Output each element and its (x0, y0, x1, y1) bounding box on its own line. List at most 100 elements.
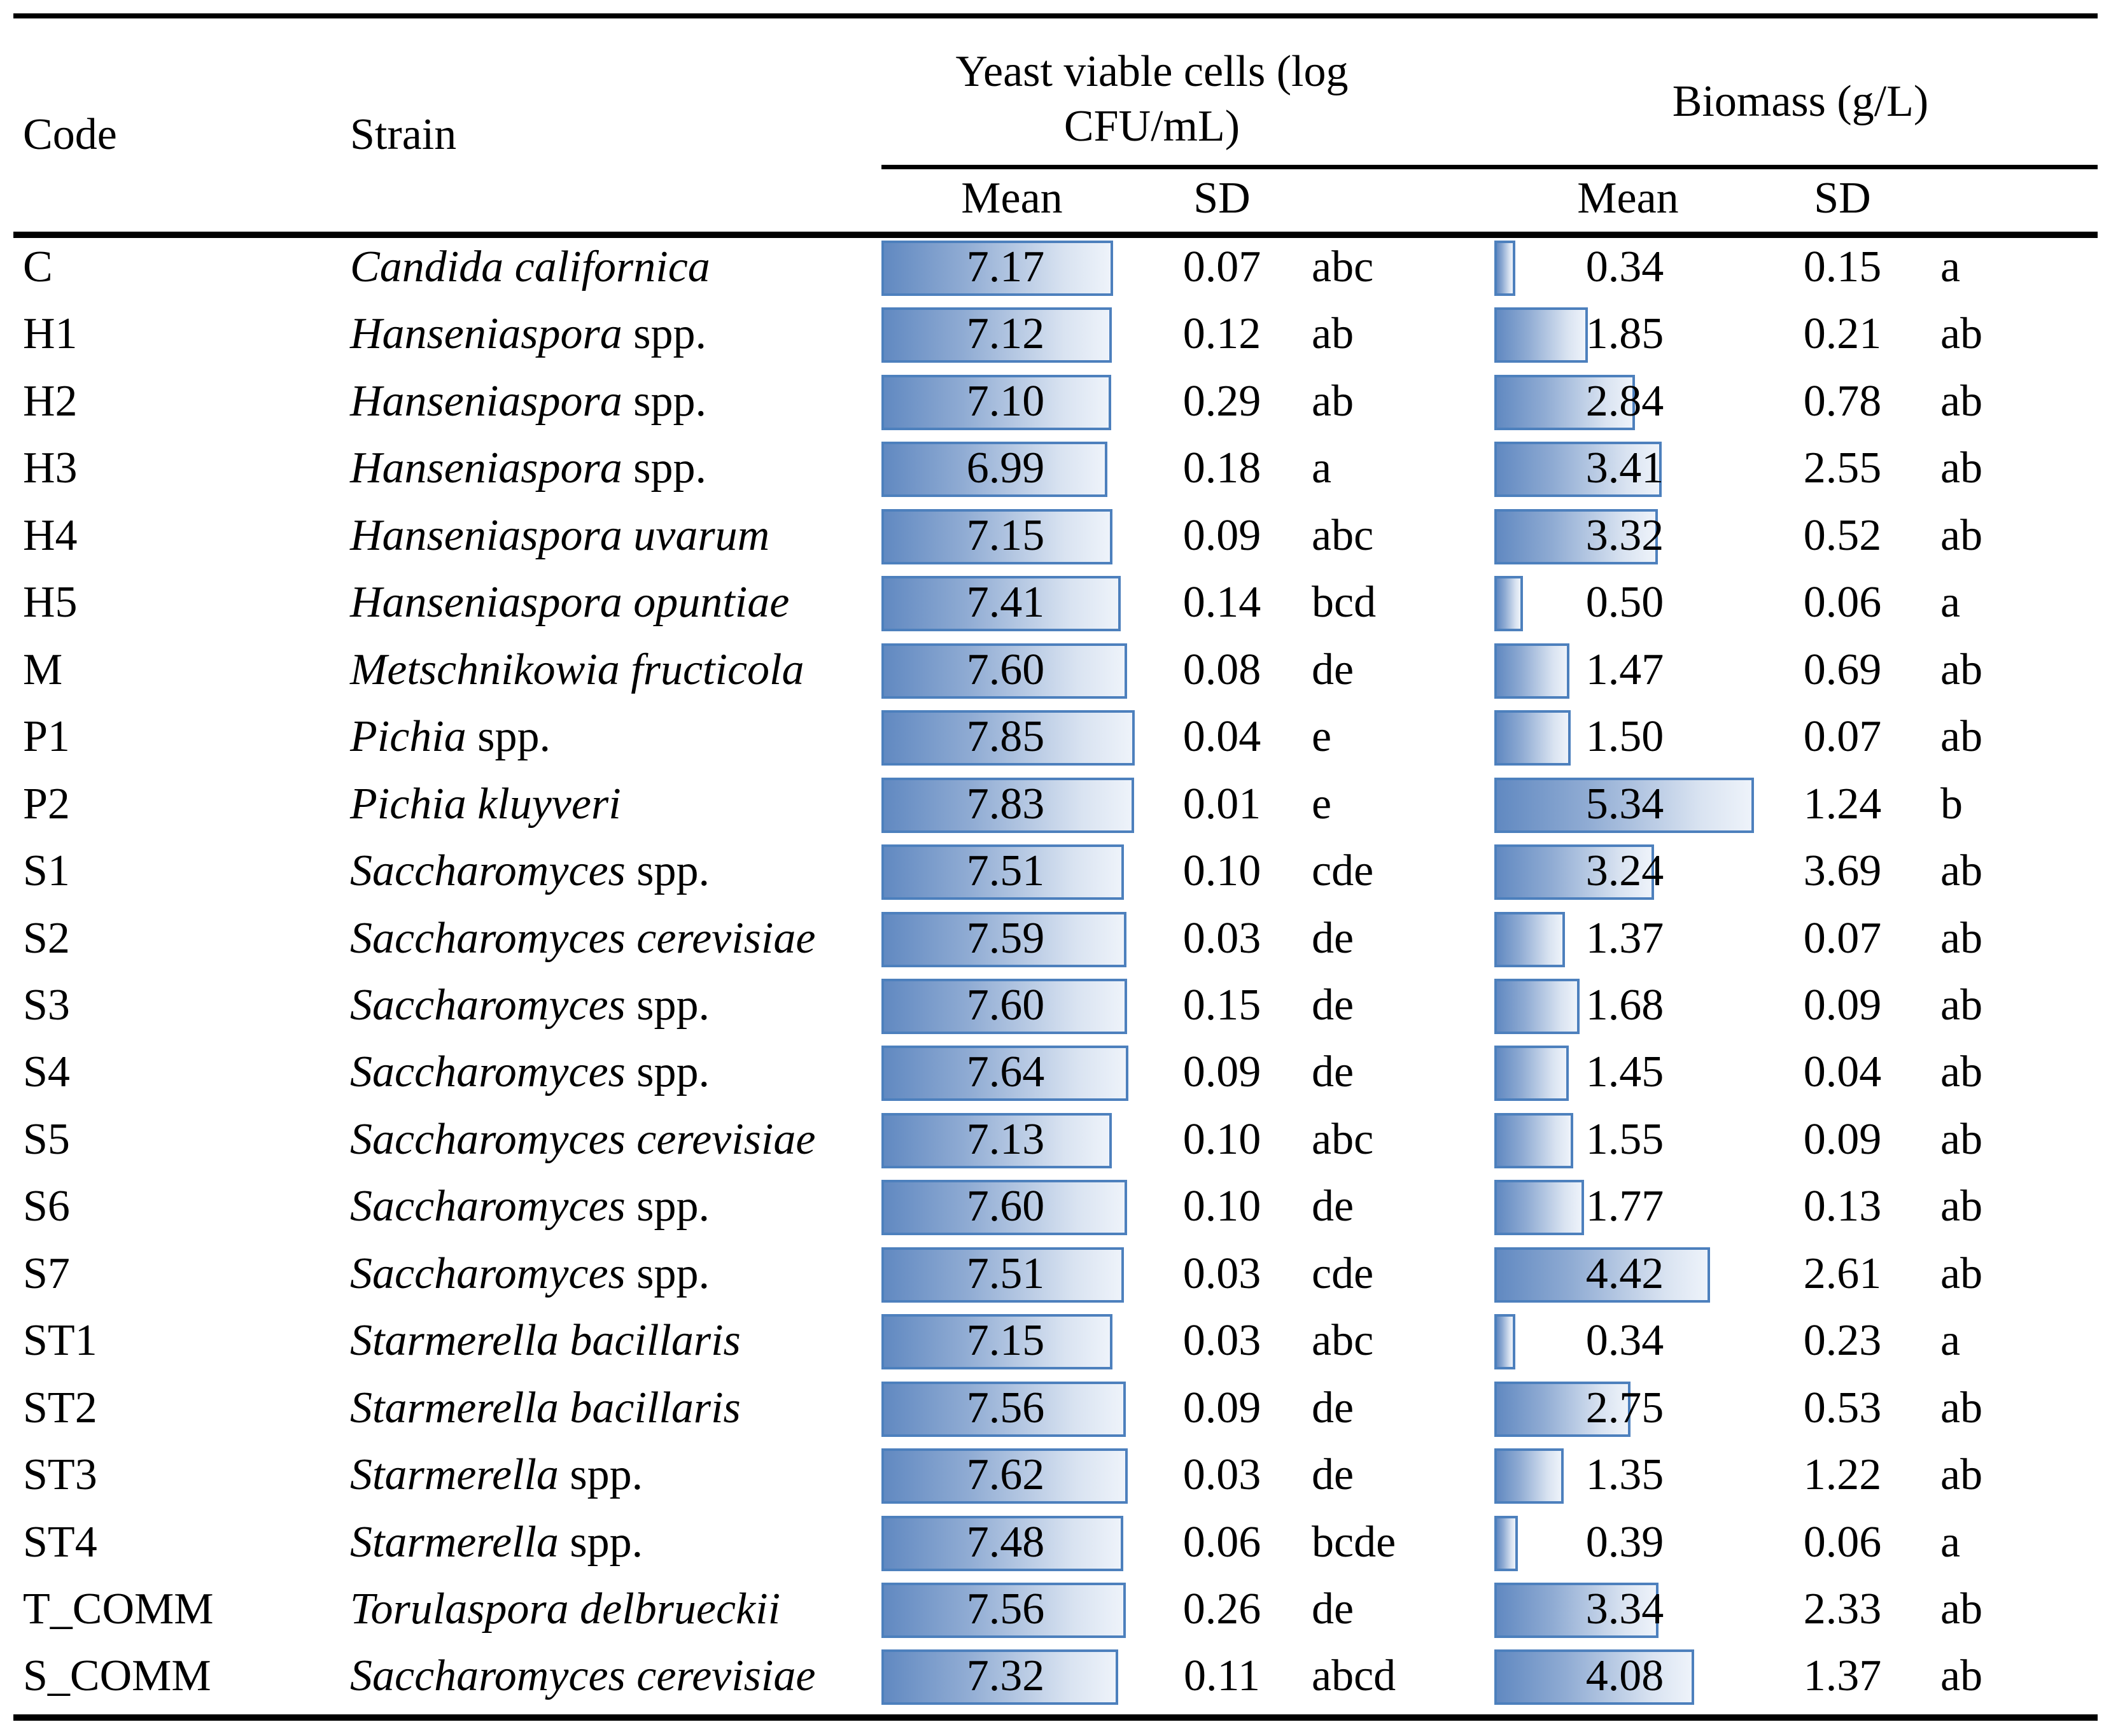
biomass-significance-letters: ab (1940, 1585, 1983, 1634)
biomass-significance-letters: ab (1940, 1249, 1983, 1298)
cfu-mean-value: 7.41 (966, 578, 1045, 627)
strain-cell: Starmerella bacillaris (350, 1380, 741, 1436)
biomass-mean-data-bar (1494, 912, 1565, 967)
table-row: P1 Pichia spp. 7.85 0.04 e 1.50 0.07 ab (0, 708, 2111, 774)
code-cell: H5 (23, 578, 78, 627)
cfu-mean-value: 7.15 (966, 1316, 1045, 1365)
strain-name-italic: Saccharomyces cerevisiae (350, 1115, 816, 1164)
cfu-sd-value: 0.09 (1182, 1383, 1261, 1432)
cfu-sd-value: 0.14 (1182, 578, 1261, 627)
strain-cell: Torulaspora delbrueckii (350, 1581, 780, 1637)
code-cell: M (23, 645, 63, 694)
cfu-sd-value: 0.10 (1182, 846, 1261, 895)
biomass-mean-value: 1.85 (1585, 309, 1664, 358)
biomass-sd-value: 0.23 (1803, 1316, 1882, 1365)
strain-name-suffix: spp. (622, 309, 707, 358)
biomass-mean-value: 4.42 (1585, 1249, 1664, 1298)
cfu-sd-value: 0.03 (1182, 1249, 1261, 1298)
cfu-sd-value: 0.08 (1182, 645, 1261, 694)
strain-name-italic: Saccharomyces (350, 981, 626, 1030)
strain-cell: Hanseniaspora uvarum (350, 508, 769, 564)
strain-cell: Hanseniaspora spp. (350, 306, 706, 362)
cfu-sd-value: 0.04 (1182, 712, 1261, 761)
cfu-significance-letters: cde (1312, 846, 1374, 895)
cfu-significance-letters: a (1312, 444, 1332, 493)
cfu-significance-letters: de (1312, 1450, 1354, 1499)
cfu-mean-data-bar (881, 778, 1134, 833)
biomass-sd-value: 0.13 (1803, 1182, 1882, 1231)
biomass-mean-data-bar (1494, 1448, 1564, 1504)
biomass-mean-value: 3.24 (1585, 846, 1664, 895)
cfu-significance-letters: abc (1312, 242, 1374, 291)
biomass-mean-data-bar (1494, 1382, 1631, 1437)
table-row: H2 Hanseniaspora spp. 7.10 0.29 ab 2.84 … (0, 372, 2111, 439)
strain-name-italic: Hanseniaspora uvarum (350, 511, 770, 560)
biomass-mean-value: 0.39 (1585, 1518, 1664, 1567)
strain-cell: Starmerella bacillaris (350, 1313, 741, 1369)
biomass-mean-data-bar (1494, 1516, 1518, 1571)
biomass-sd-value: 1.37 (1803, 1651, 1882, 1700)
strain-name-italic: Hanseniaspora (350, 377, 622, 426)
cfu-mean-data-bar (881, 1113, 1112, 1168)
cfu-mean-data-bar (881, 912, 1126, 967)
cfu-sd-value: 0.10 (1182, 1182, 1261, 1231)
cfu-mean-value: 7.51 (966, 846, 1045, 895)
strain-name-italic: Torulaspora delbrueckii (350, 1585, 781, 1634)
table-top-rule (13, 13, 2098, 18)
cfu-mean-data-bar (881, 1382, 1126, 1437)
biomass-sd-value: 2.61 (1803, 1249, 1882, 1298)
strain-name-suffix: spp. (558, 1450, 643, 1499)
cfu-sd-value: 0.15 (1182, 981, 1261, 1030)
biomass-significance-letters: ab (1940, 645, 1983, 694)
cfu-mean-value: 7.60 (966, 1182, 1045, 1231)
biomass-mean-data-bar (1494, 1046, 1569, 1101)
biomass-mean-value: 3.32 (1585, 511, 1664, 560)
cfu-sd-value: 0.06 (1182, 1518, 1261, 1567)
code-cell: P1 (23, 712, 70, 761)
cfu-significance-letters: de (1312, 1383, 1354, 1432)
column-header-cfu-sd: SD (1193, 174, 1251, 223)
cfu-mean-data-bar (881, 241, 1113, 296)
biomass-significance-letters: a (1940, 242, 1961, 291)
strain-name-suffix: spp. (558, 1518, 643, 1567)
table-row: H5 Hanseniaspora opuntiae 7.41 0.14 bcd … (0, 573, 2111, 640)
biomass-significance-letters: ab (1940, 981, 1983, 1030)
biomass-mean-data-bar (1494, 241, 1515, 296)
cfu-mean-value: 7.13 (966, 1115, 1045, 1164)
cfu-significance-letters: abc (1312, 1316, 1374, 1365)
strain-cell: Hanseniaspora spp. (350, 374, 706, 430)
cfu-significance-letters: abcd (1312, 1651, 1396, 1700)
cfu-mean-data-bar (881, 442, 1107, 497)
biomass-mean-data-bar (1494, 1180, 1584, 1235)
table-row: S3 Saccharomyces spp. 7.60 0.15 de 1.68 … (0, 976, 2111, 1043)
biomass-mean-data-bar (1494, 509, 1658, 564)
biomass-significance-letters: ab (1940, 1450, 1983, 1499)
biomass-mean-value: 1.37 (1585, 914, 1664, 963)
cfu-mean-value: 7.56 (966, 1585, 1045, 1634)
column-header-strain: Strain (350, 110, 457, 159)
biomass-significance-letters: a (1940, 1518, 1961, 1567)
cfu-sd-value: 0.29 (1182, 377, 1261, 426)
strain-name-suffix: spp. (625, 1249, 710, 1298)
cfu-mean-data-bar (881, 1516, 1123, 1571)
cfu-mean-value: 7.64 (966, 1047, 1045, 1096)
code-cell: S7 (23, 1249, 70, 1298)
cfu-mean-data-bar (881, 307, 1112, 363)
code-cell: S6 (23, 1182, 70, 1231)
cfu-mean-data-bar (881, 509, 1112, 564)
biomass-sd-value: 0.06 (1803, 1518, 1882, 1567)
cfu-mean-value: 7.83 (966, 780, 1045, 829)
strain-cell: Saccharomyces cerevisiae (350, 1648, 815, 1704)
biomass-mean-data-bar (1494, 1649, 1694, 1705)
group-header-rule (881, 165, 2098, 169)
cfu-sd-value: 0.07 (1182, 242, 1261, 291)
cfu-mean-value: 7.85 (966, 712, 1045, 761)
cfu-mean-value: 7.17 (966, 242, 1045, 291)
cfu-significance-letters: de (1312, 645, 1354, 694)
biomass-mean-data-bar (1494, 1314, 1515, 1369)
biomass-sd-value: 3.69 (1803, 846, 1882, 895)
strain-name-italic: Hanseniaspora opuntiae (350, 578, 790, 627)
code-cell: S4 (23, 1047, 70, 1096)
cfu-significance-letters: e (1312, 712, 1332, 761)
cfu-mean-data-bar (881, 1046, 1128, 1101)
